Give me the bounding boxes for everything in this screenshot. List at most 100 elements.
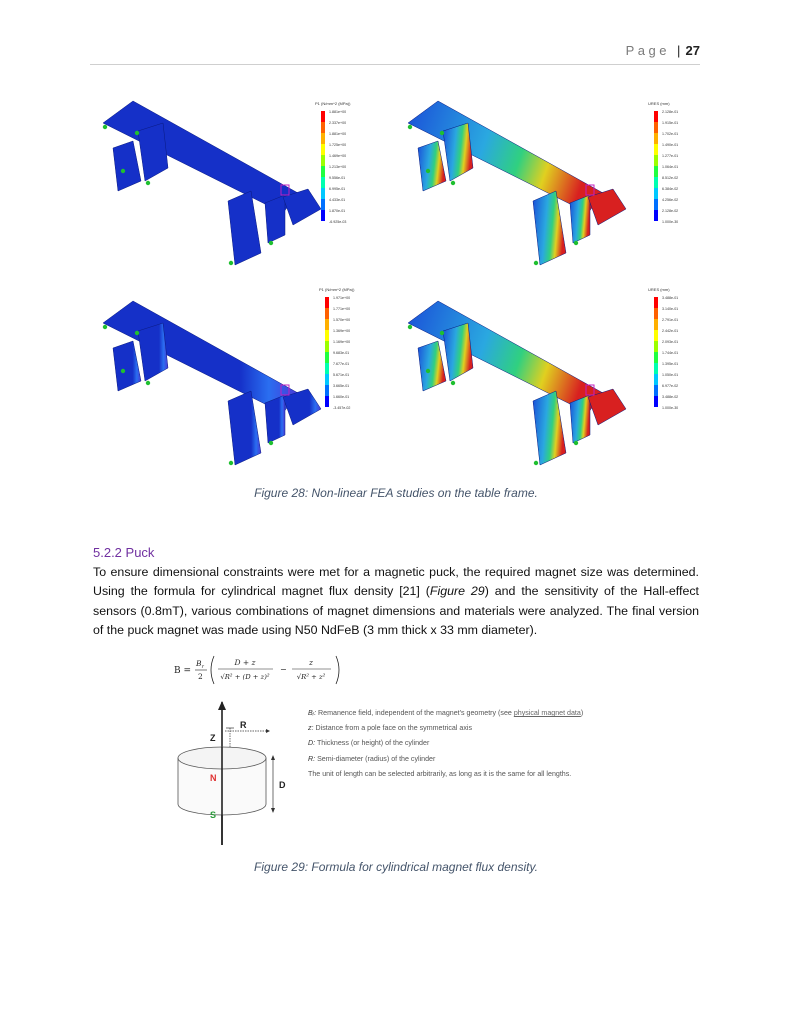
formula-coef-den: 2 (198, 672, 203, 681)
frame-side-leg (112, 340, 142, 392)
legend-tick-label: 1.725e+00 (329, 143, 346, 147)
fixture-marker (407, 124, 413, 130)
legend-tick-label: 4.433e-01 (329, 198, 345, 202)
fixture-marker (450, 380, 456, 386)
legend-tick-label: 8.512e-02 (662, 176, 678, 180)
frame-front-leg-2 (264, 194, 286, 244)
legend-tick-label: 1.169e+00 (333, 340, 350, 344)
section-heading: 5.2.2 Puck (93, 545, 155, 560)
figure-29-reference: Figure 29 (429, 584, 485, 599)
legend-color-band (654, 330, 658, 341)
legend-tick-label: 6.995e-01 (329, 187, 345, 191)
legend-color-band (321, 199, 325, 210)
legend-tick-label: 2.093e-01 (662, 340, 678, 344)
legend-tick-label: 3.488e-02 (662, 395, 678, 399)
legend-color-band (654, 352, 658, 363)
fea-panel-displacement-1: URES (mm) 2.128e-01 1.915e-01 1.702e-01 1.49… (398, 93, 698, 281)
fea-render: P1 (N/mm^2 (MPa)) 1.881e+00 2.337e+00 1.881… (102, 100, 351, 266)
formula-frac1-num: D + z (233, 658, 255, 667)
load-marker (585, 184, 595, 196)
label-z: Z (210, 733, 216, 743)
legend-color-band (321, 155, 325, 166)
fea-figure: P1 (N/mm^2 (MPa)) 1.881e+00 2.337e+00 1.881… (93, 93, 698, 473)
legend-tick-label: 1.570e+00 (333, 318, 350, 322)
legend-color-band (654, 396, 658, 407)
load-marker (280, 384, 290, 396)
frame-back-leg (137, 322, 169, 382)
legend-tick-label: 2.791e-01 (662, 318, 678, 322)
legend-color-band (654, 199, 658, 210)
legend-tick-label: 2.442e-01 (662, 329, 678, 333)
fixture-marker (425, 368, 431, 374)
legend-tick-label: 1.369e+00 (333, 329, 350, 333)
legend-color-band (325, 396, 329, 407)
definition-br: Bᵣ: Remanence field, independent of the … (308, 709, 584, 717)
formula-coef-sub: r (202, 664, 205, 670)
formula-minus: − (280, 665, 287, 674)
legend-tick-label: 1.660e-01 (333, 395, 349, 399)
frame-end-plate (587, 188, 627, 226)
frame-back-leg (137, 122, 169, 182)
legend-color-band (321, 122, 325, 133)
legend-title: URES (mm) (648, 101, 670, 106)
definition-d: D: Thickness (or height) of the cylinder (308, 739, 430, 748)
label-r: R (240, 720, 247, 730)
legend-tick-label: 6.977e-02 (662, 384, 678, 388)
frame-front-leg-2 (569, 394, 591, 444)
legend-tick-label: 7.677e-01 (333, 362, 349, 366)
legend-tick-label: 1.050e-01 (662, 373, 678, 377)
legend-title: P1 (N/mm^2 (MPa)) (315, 101, 351, 106)
legend-tick-label: 2.337e+00 (329, 121, 346, 125)
fixture-marker (102, 124, 108, 130)
legend-color-band (321, 210, 325, 221)
legend-tick-label: 1.971e+00 (333, 296, 350, 300)
formula-definitions: Bᵣ: Remanence field, independent of the … (308, 706, 648, 782)
legend-color-band (325, 319, 329, 330)
legend-tick-label: 1.881e+00 (329, 132, 346, 136)
page-number: 27 (685, 43, 700, 58)
legend-color-band (654, 308, 658, 319)
formula-coef-num: B (195, 659, 202, 668)
legend-tick-label: 2.128e-02 (662, 209, 678, 213)
legend-tick-label: 1.064e-01 (662, 165, 678, 169)
figure-29-caption: Figure 29: Formula for cylindrical magne… (254, 860, 538, 874)
fixture-marker (439, 130, 445, 136)
legend-color-band (321, 177, 325, 188)
legend-color-band (654, 111, 658, 122)
legend-tick-label: 1.469e+00 (329, 154, 346, 158)
formula-frac1-den: √R² + (D + z)² (220, 673, 270, 681)
legend-color-band (325, 374, 329, 385)
fixture-marker (439, 330, 445, 336)
fea-panel-displacement-2: URES (mm) 3.488e-01 3.140e-01 2.791e-01 2.44… (398, 285, 698, 473)
legend-tick-label: 1.744e-01 (662, 351, 678, 355)
fixture-marker (120, 168, 126, 174)
legend-tick-label: 2.128e-01 (662, 110, 678, 114)
legend-tick-label: 9.556e-01 (329, 176, 345, 180)
legend-tick-label: 4.256e-02 (662, 198, 678, 202)
legend-title: URES (mm) (648, 287, 670, 292)
para-part-1: To ensure dimensional constraints were m… (93, 565, 699, 599)
fea-panel-stress-2: P1 (N/mm^2 (MPa)) 1.971e+00 1.771e+00 1.570… (93, 285, 393, 473)
fixture-marker (533, 260, 539, 266)
legend-color-band (654, 210, 658, 221)
fixture-marker (228, 460, 234, 466)
legend-color-band (325, 385, 329, 396)
definition-r: R: Semi-diameter (radius) of the cylinde… (308, 754, 436, 763)
legend-color-band (654, 297, 658, 308)
physical-magnet-data-link[interactable]: physical magnet data (513, 709, 581, 717)
legend-color-band (321, 111, 325, 122)
load-marker (280, 184, 290, 196)
page-separator: | (677, 43, 681, 58)
legend-title: P1 (N/mm^2 (MPa)) (319, 287, 355, 292)
fixture-marker (573, 240, 579, 246)
legend-tick-label: 6.384e-02 (662, 187, 678, 191)
legend-color-band (654, 374, 658, 385)
fixture-marker (145, 380, 151, 386)
formula-lhs: B = (174, 666, 191, 676)
legend-tick-label: 1.490e-01 (662, 143, 678, 147)
fea-render: URES (mm) 2.128e-01 1.915e-01 1.702e-01 1.49… (407, 100, 678, 266)
fixture-marker (134, 330, 140, 336)
legend-color-band (654, 363, 658, 374)
fixture-marker (120, 368, 126, 374)
label-d: D (279, 780, 286, 790)
